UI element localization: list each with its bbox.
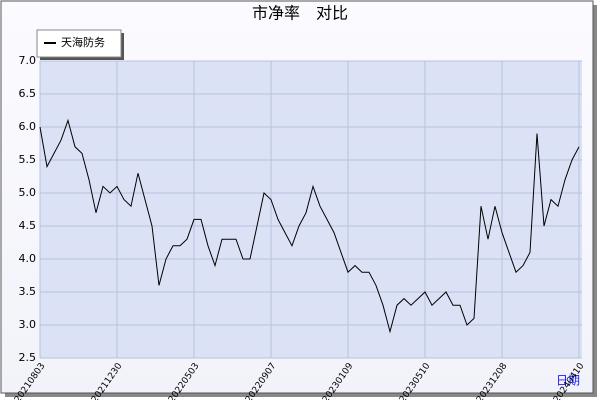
y-tick-label: 2.5 xyxy=(19,351,37,364)
y-tick-label: 5.0 xyxy=(19,186,37,199)
y-tick-label: 4.0 xyxy=(19,252,37,265)
y-tick-label: 7.0 xyxy=(19,54,37,67)
y-tick-label: 4.5 xyxy=(19,219,37,232)
legend: 天海防务 xyxy=(36,29,124,60)
series-line xyxy=(39,118,580,334)
y-tick-label: 6.5 xyxy=(19,87,37,100)
y-tick-label: 6.0 xyxy=(19,120,37,133)
plot-area xyxy=(40,61,582,358)
chart-title: 市净率 对比 xyxy=(252,4,348,23)
y-tick-label: 5.5 xyxy=(19,153,37,166)
y-tick-label: 3.0 xyxy=(19,318,37,331)
legend-label: 天海防务 xyxy=(61,35,105,49)
y-tick-label: 3.5 xyxy=(19,285,37,298)
x-axis-label: 日期 xyxy=(556,374,580,388)
